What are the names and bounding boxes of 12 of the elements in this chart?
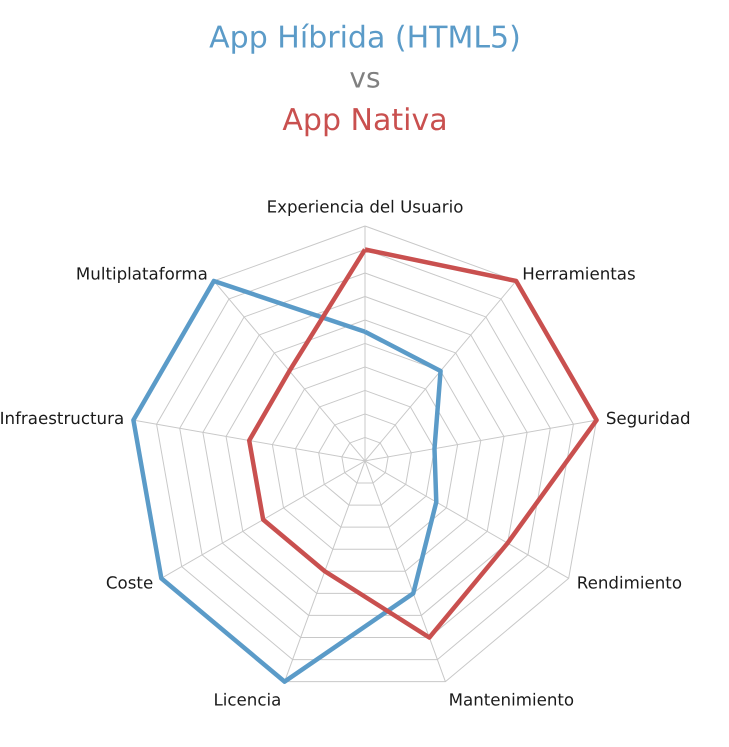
spoke-label: Experiencia del Usuario — [266, 198, 464, 217]
spoke-label: Licencia — [213, 690, 282, 710]
spoke-label: Infraestructura — [0, 408, 124, 428]
spoke-label: Multiplataforma — [76, 264, 208, 284]
text: vs — [349, 62, 381, 95]
text: App Nativa — [282, 102, 448, 138]
spoke-label: Mantenimiento — [448, 690, 574, 710]
spoke-label: Herramientas — [522, 264, 636, 284]
spoke-label: Seguridad — [606, 408, 691, 428]
spoke-label: Rendimiento — [576, 574, 682, 593]
text: App Híbrida (HTML5) — [209, 20, 521, 56]
spoke-label: Coste — [106, 574, 154, 593]
